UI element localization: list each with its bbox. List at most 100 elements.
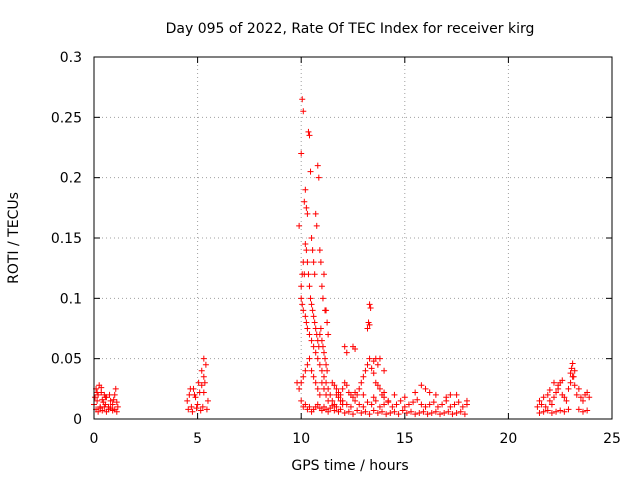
data-point [385,397,392,404]
data-point [412,411,419,418]
data-point [374,382,381,389]
data-point [298,150,305,157]
data-point [360,403,367,410]
data-point [428,409,435,416]
data-point [110,396,117,403]
data-point [555,382,562,389]
data-point [391,391,398,398]
data-point [376,385,383,392]
data-point [561,408,568,415]
data-point [318,407,325,414]
data-point [546,387,553,394]
data-point [420,408,427,415]
x-tick-label: 25 [603,431,621,447]
data-point [418,382,425,389]
data-point [318,379,325,386]
data-point [540,394,547,401]
data-point [312,379,319,386]
data-point [432,408,439,415]
data-point [316,331,323,338]
data-point [303,204,310,211]
data-point [459,403,466,410]
data-point [187,385,194,392]
data-point [584,407,591,414]
data-point [410,399,417,406]
data-point [584,389,591,396]
data-point [193,405,200,412]
data-point [550,394,557,401]
data-point [308,337,315,344]
data-point [331,407,338,414]
data-point [299,301,306,308]
data-point [186,391,193,398]
grid-lines [94,57,612,419]
data-point [184,397,191,404]
data-point [306,355,313,362]
data-point [300,307,307,314]
data-point [317,325,324,332]
data-point [368,365,375,372]
data-point [553,408,560,415]
y-tick-label: 0.15 [51,231,82,247]
data-point [304,259,311,266]
data-point [381,367,388,374]
data-point [418,401,425,408]
data-point [381,401,388,408]
data-point [403,409,410,416]
data-point [376,355,383,362]
data-point [320,349,327,356]
data-point [308,235,315,241]
data-point [339,385,346,392]
data-point [364,361,371,368]
data-point [360,391,367,398]
data-point [367,304,374,311]
data-point [366,301,373,308]
data-point [302,401,309,408]
data-point [350,411,356,418]
data-point [536,397,543,404]
data-point [453,391,460,398]
data-point [577,394,584,401]
data-point [358,379,365,386]
data-point [441,409,448,416]
data-point [401,394,408,401]
data-point [550,379,557,386]
data-point [337,406,344,413]
data-point [374,361,381,368]
data-point [314,385,321,392]
data-point [350,394,356,401]
data-point [455,399,462,406]
data-point [200,355,207,362]
data-point [203,406,210,413]
y-tick-label: 0.1 [60,291,82,307]
data-point [199,403,206,410]
data-point [314,162,321,169]
data-point [575,385,582,392]
data-point [92,394,99,401]
data-point [302,367,309,374]
data-point [546,397,553,404]
data-point [343,401,350,408]
data-point [318,283,325,290]
data-point [98,384,105,391]
data-point [358,409,365,416]
data-point [356,385,363,392]
data-point [339,397,346,404]
data-point [360,373,367,380]
x-tick-label: 5 [193,431,202,447]
data-point [201,379,208,386]
data-point [544,407,551,414]
data-point [565,385,572,392]
data-point [204,397,211,404]
data-point [101,403,108,410]
data-point [303,319,310,326]
data-point [381,389,388,396]
data-point [568,365,575,372]
data-point [447,403,454,410]
data-point [304,361,311,368]
data-point [565,406,572,413]
data-point [301,198,308,205]
data-point [443,394,450,401]
data-point [113,408,120,415]
data-point [437,411,444,418]
